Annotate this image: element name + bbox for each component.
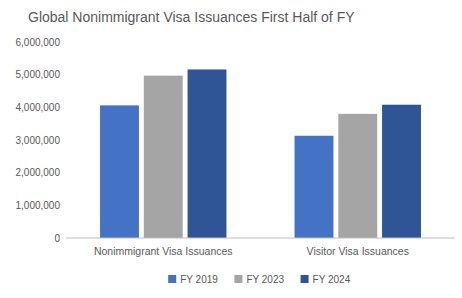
- legend: FY 2019 FY 2023 FY 2024: [168, 274, 350, 285]
- y-tick-label: 3,000,000: [16, 135, 61, 146]
- legend-label: FY 2024: [313, 274, 351, 285]
- bar: [295, 136, 334, 238]
- bar: [144, 76, 183, 238]
- chart-title: Global Nonimmigrant Visa Issuances First…: [28, 9, 355, 25]
- legend-label: FY 2023: [246, 274, 284, 285]
- y-tick-label: 2,000,000: [16, 167, 61, 178]
- chart-container: Global Nonimmigrant Visa Issuances First…: [0, 0, 462, 298]
- y-tick-label: 1,000,000: [16, 200, 61, 211]
- bars-group: [100, 69, 421, 238]
- x-tick-label: Nonimmigrant Visa Issuances: [94, 245, 233, 257]
- bar: [338, 114, 377, 238]
- chart-svg: Global Nonimmigrant Visa Issuances First…: [0, 0, 462, 298]
- legend-swatch: [301, 275, 309, 283]
- y-tick-label: 6,000,000: [16, 37, 61, 48]
- y-tick-label: 0: [54, 233, 60, 244]
- y-tick-label: 4,000,000: [16, 102, 61, 113]
- bar: [100, 105, 139, 238]
- legend-swatch: [168, 275, 176, 283]
- legend-swatch: [234, 275, 242, 283]
- bar: [188, 69, 227, 238]
- y-tick-label: 5,000,000: [16, 69, 61, 80]
- x-axis-line: [66, 238, 455, 239]
- x-tick-label: Visitor Visa Issuances: [307, 245, 409, 257]
- legend-label: FY 2019: [180, 274, 218, 285]
- bar: [382, 105, 421, 238]
